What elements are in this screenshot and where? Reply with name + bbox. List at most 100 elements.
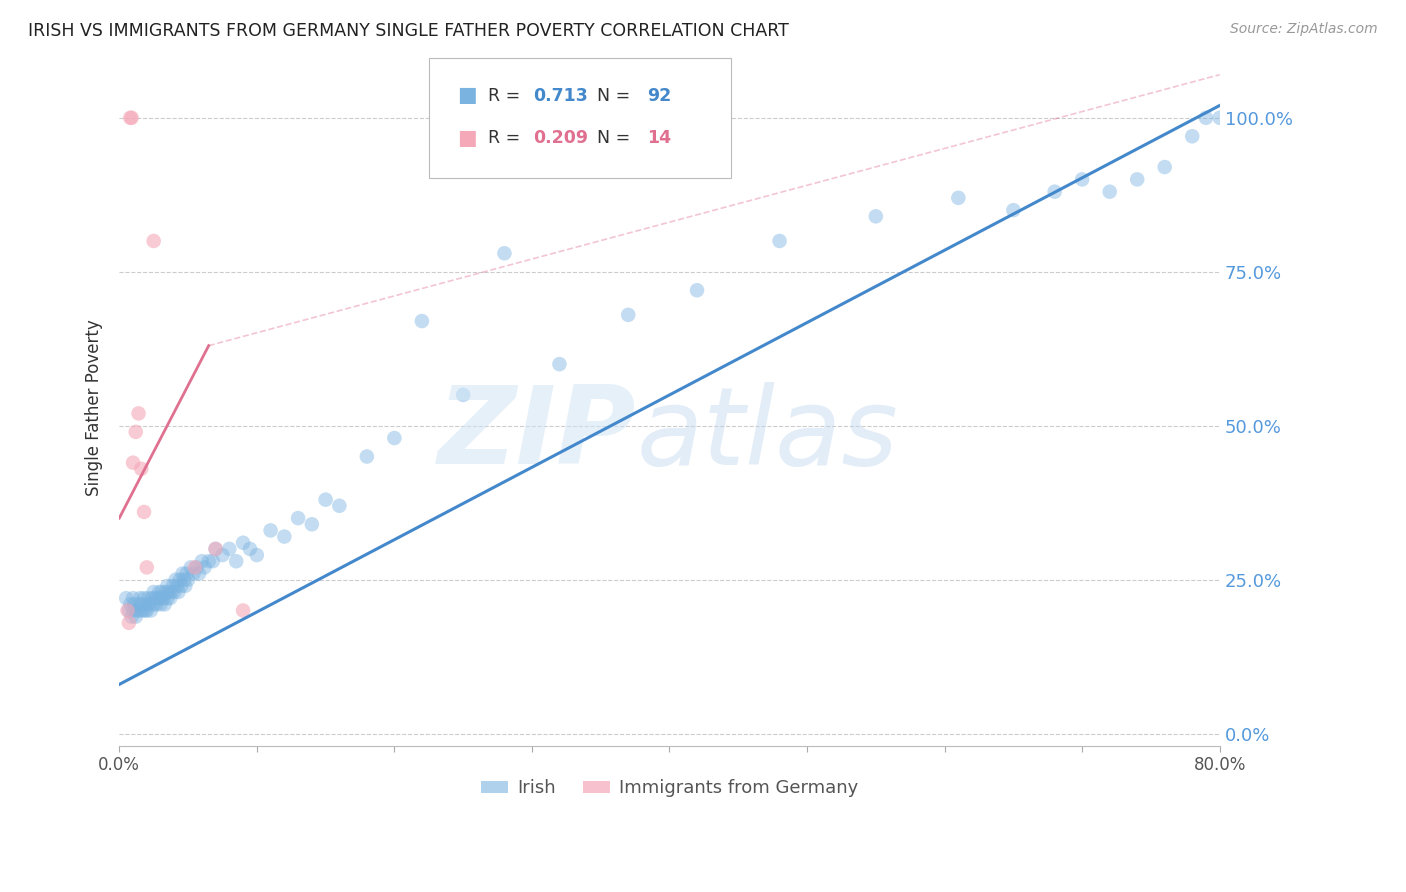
Point — [411, 314, 433, 328]
Point — [135, 560, 157, 574]
Point — [156, 591, 179, 606]
Point — [1209, 111, 1232, 125]
Point — [167, 585, 190, 599]
Text: 92: 92 — [647, 87, 671, 104]
Point — [174, 579, 197, 593]
Point — [157, 585, 180, 599]
Text: atlas: atlas — [637, 382, 898, 487]
Text: N =: N = — [586, 129, 636, 147]
Point — [315, 492, 337, 507]
Point — [131, 603, 153, 617]
Point — [142, 585, 165, 599]
Point — [186, 560, 208, 574]
Point — [136, 591, 159, 606]
Point — [239, 541, 262, 556]
Point — [1126, 172, 1149, 186]
Point — [169, 573, 191, 587]
Legend: Irish, Immigrants from Germany: Irish, Immigrants from Germany — [474, 772, 865, 805]
Point — [150, 585, 173, 599]
Point — [127, 603, 149, 617]
Point — [159, 591, 181, 606]
Point — [132, 591, 155, 606]
Point — [188, 566, 211, 581]
Y-axis label: Single Father Poverty: Single Father Poverty — [86, 318, 103, 496]
Point — [183, 566, 205, 581]
Point — [117, 603, 139, 617]
Point — [184, 560, 207, 574]
Text: N =: N = — [586, 87, 636, 104]
Point — [328, 499, 350, 513]
Point — [152, 591, 174, 606]
Text: ZIP: ZIP — [439, 382, 637, 487]
Point — [1002, 203, 1025, 218]
Point — [149, 598, 172, 612]
Point — [129, 598, 152, 612]
Text: ■: ■ — [457, 128, 477, 147]
Point — [142, 598, 165, 612]
Point — [121, 609, 143, 624]
Point — [120, 598, 142, 612]
Point — [139, 603, 162, 617]
Point — [201, 554, 224, 568]
Point — [1098, 185, 1121, 199]
Point — [146, 591, 169, 606]
Point — [172, 566, 194, 581]
Point — [384, 431, 406, 445]
Point — [118, 615, 141, 630]
Point — [259, 524, 281, 538]
Point — [273, 530, 295, 544]
Point — [193, 560, 215, 574]
Point — [451, 388, 474, 402]
Point — [121, 111, 143, 125]
Point — [204, 541, 226, 556]
Point — [232, 535, 254, 549]
Text: 0.713: 0.713 — [533, 87, 588, 104]
Point — [170, 579, 193, 593]
Point — [166, 579, 188, 593]
Point — [124, 598, 146, 612]
Point — [301, 517, 323, 532]
Point — [125, 609, 148, 624]
Point — [1181, 129, 1204, 144]
Point — [494, 246, 516, 260]
Point — [138, 598, 160, 612]
Point — [163, 585, 186, 599]
Point — [768, 234, 790, 248]
Point — [132, 505, 155, 519]
Point — [548, 357, 571, 371]
Text: Source: ZipAtlas.com: Source: ZipAtlas.com — [1230, 22, 1378, 37]
Text: 0.209: 0.209 — [533, 129, 588, 147]
Point — [356, 450, 378, 464]
Point — [135, 603, 157, 617]
Point — [142, 234, 165, 248]
Point — [162, 579, 184, 593]
Point — [232, 603, 254, 617]
Point — [211, 548, 233, 562]
Point — [156, 579, 179, 593]
Point — [197, 554, 219, 568]
Point — [122, 603, 145, 617]
Point — [246, 548, 269, 562]
Point — [120, 111, 142, 125]
Text: 14: 14 — [647, 129, 671, 147]
Point — [225, 554, 247, 568]
Point — [155, 585, 177, 599]
Point — [165, 573, 187, 587]
Point — [135, 598, 157, 612]
Point — [1153, 160, 1175, 174]
Point — [160, 585, 183, 599]
Point — [287, 511, 309, 525]
Point — [1043, 185, 1066, 199]
Point — [129, 591, 152, 606]
Point — [128, 406, 150, 420]
Point — [149, 591, 172, 606]
Point — [173, 573, 195, 587]
Text: ■: ■ — [457, 85, 477, 104]
Point — [176, 566, 198, 581]
Point — [134, 603, 156, 617]
Text: R =: R = — [488, 87, 526, 104]
Point — [617, 308, 640, 322]
Point — [948, 191, 970, 205]
Point — [204, 541, 226, 556]
Point — [141, 591, 163, 606]
